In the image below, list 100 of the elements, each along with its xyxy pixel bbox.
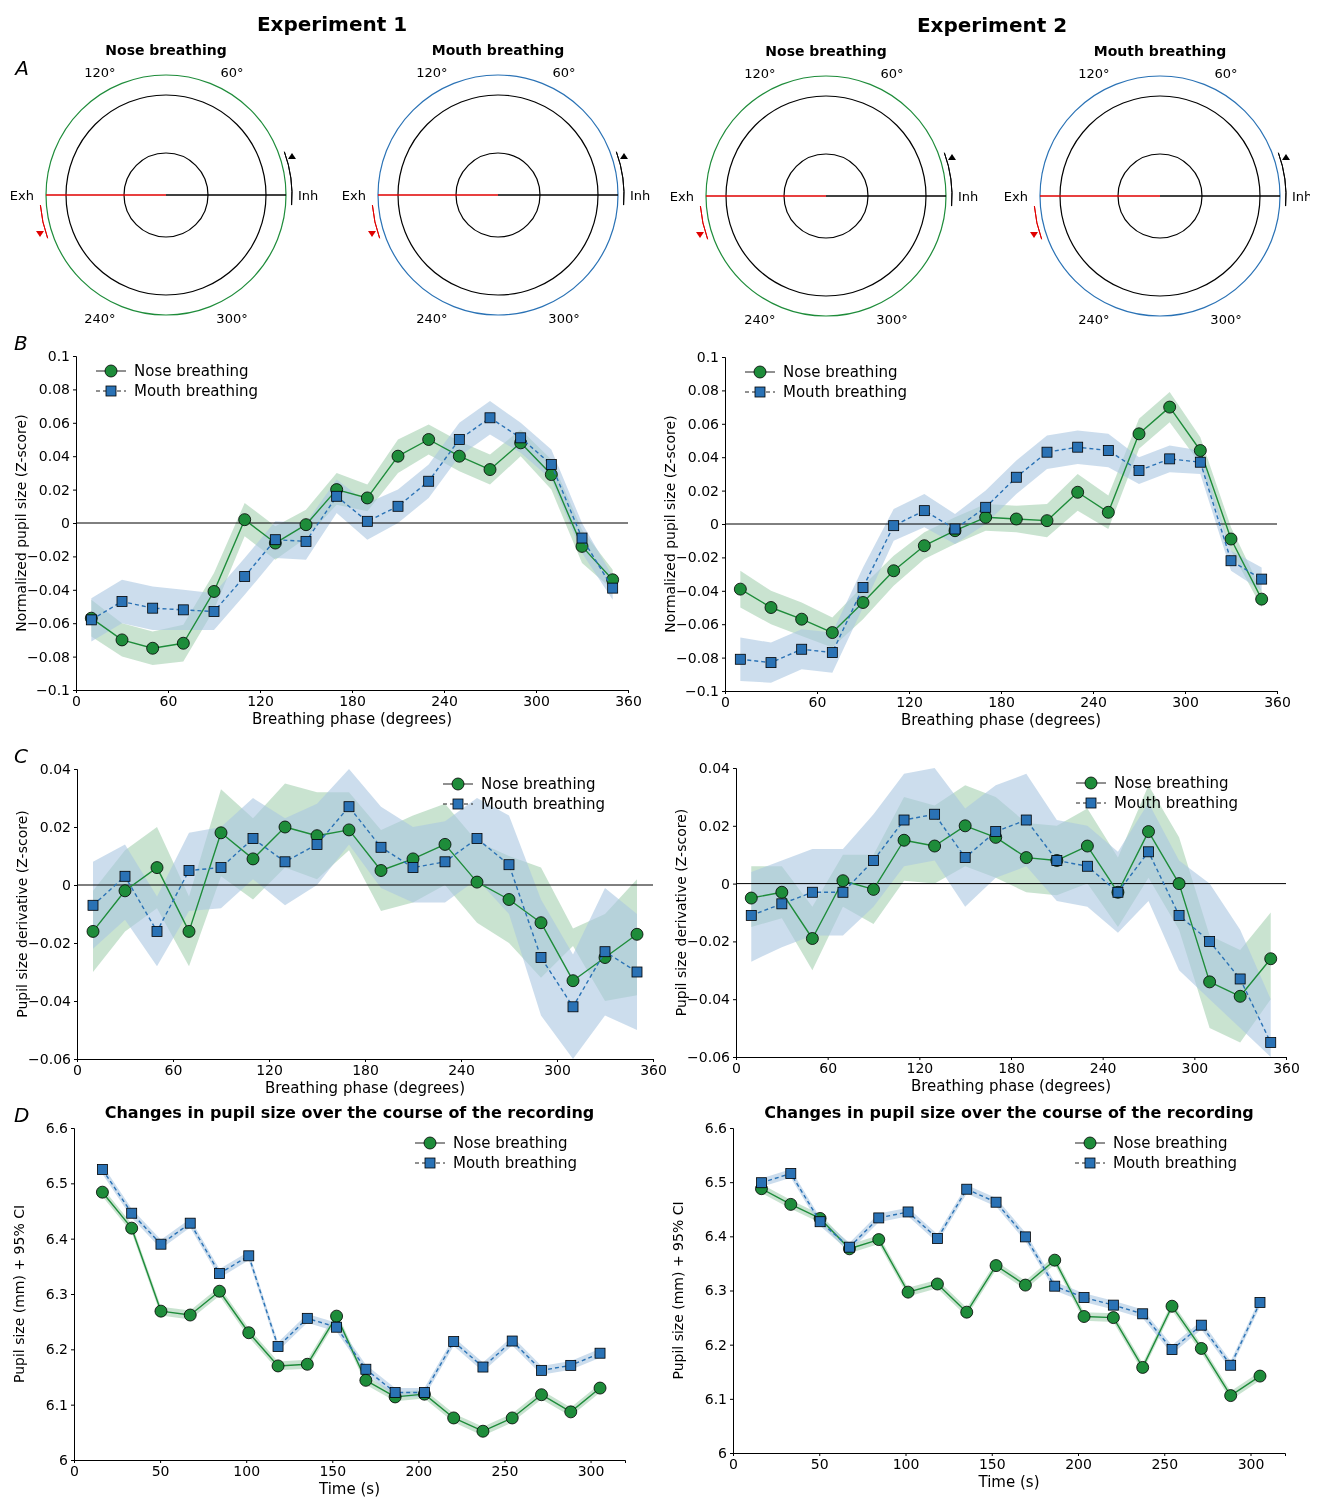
- text: Exh: [669, 189, 694, 204]
- x-axis-title: Breathing phase (degrees): [910, 1077, 1112, 1095]
- x-tick-label: 240: [448, 1061, 475, 1078]
- legend-label: Mouth breathing: [481, 795, 606, 813]
- y-tick-label: 0: [710, 515, 719, 532]
- x-tick-label: 200: [405, 1462, 433, 1479]
- y-tick-label: 0.06: [687, 415, 720, 432]
- y-tick-label: −0.08: [676, 649, 719, 666]
- legend-label: Mouth breathing: [1114, 794, 1239, 812]
- x-tick-label: 240: [1080, 693, 1107, 710]
- x-tick-label: 240: [1089, 1059, 1117, 1076]
- y-tick-label: −0.02: [28, 934, 71, 951]
- x-tick-label: 50: [810, 1455, 829, 1472]
- x-tick-label: 360: [615, 692, 642, 709]
- y-tick-label: 0.04: [687, 449, 720, 466]
- text: 60°: [552, 65, 576, 81]
- y-tick-label: 0: [721, 875, 730, 892]
- y-tick-label: 0.08: [687, 382, 719, 399]
- y-tick-label: 6.6: [45, 1119, 69, 1136]
- y-tick-label: 6.2: [45, 1341, 68, 1358]
- legend-label: Nose breathing: [481, 775, 596, 793]
- text: Exh: [341, 188, 366, 203]
- y-tick-label: 6: [718, 1444, 728, 1461]
- y-tick-label: 6.1: [45, 1396, 68, 1413]
- y-axis-title: Normalized pupil size (Z-score): [13, 414, 29, 632]
- y-tick-label: −0.04: [676, 582, 720, 599]
- legend-label: Nose breathing: [783, 363, 898, 381]
- y-tick-label: 0.04: [38, 448, 71, 465]
- x-axis-title: Breathing phase (degrees): [251, 710, 453, 728]
- legend-label: Mouth breathing: [1113, 1154, 1238, 1172]
- x-tick-label: 150: [319, 1462, 347, 1479]
- y-tick-label: 6: [59, 1451, 69, 1468]
- y-tick-label: −0.02: [676, 549, 719, 566]
- x-tick-label: 150: [978, 1455, 1006, 1472]
- legend-label: Nose breathing: [1113, 1134, 1228, 1152]
- y-tick-label: −0.04: [687, 991, 731, 1008]
- y-tick-label: 6.4: [45, 1230, 69, 1247]
- x-tick-label: 180: [988, 693, 1015, 710]
- y-tick-label: 0.1: [696, 348, 719, 365]
- text: Inh: [958, 189, 979, 204]
- y-tick-label: 6.5: [45, 1175, 68, 1192]
- x-tick-label: 360: [1264, 693, 1291, 710]
- x-tick-label: 300: [1172, 693, 1199, 710]
- y-axis-title: Pupil size (mm) + 95% CI: [670, 1201, 686, 1380]
- x-axis-title: Time (s): [318, 1480, 380, 1498]
- x-tick-label: 360: [640, 1061, 667, 1078]
- y-tick-label: −0.04: [27, 581, 71, 598]
- y-tick-label: −0.06: [687, 1048, 731, 1065]
- x-tick-label: 240: [431, 692, 458, 709]
- y-tick-label: −0.1: [685, 682, 719, 699]
- text: 120°: [416, 65, 448, 81]
- text: 300°: [216, 310, 248, 326]
- text: 120°: [84, 65, 116, 81]
- text: C: [14, 744, 28, 768]
- y-tick-label: −0.04: [28, 992, 72, 1009]
- text: 120°: [1078, 66, 1110, 82]
- x-tick-label: 300: [544, 1061, 571, 1078]
- text: Nose breathing: [105, 42, 227, 58]
- x-tick-label: 180: [339, 692, 366, 709]
- x-axis-title: Time (s): [977, 1473, 1040, 1491]
- x-tick-label: 300: [523, 692, 550, 709]
- x-tick-label: 300: [1237, 1455, 1265, 1472]
- text: Experiment 2: [916, 13, 1068, 37]
- x-tick-label: 360: [1273, 1059, 1300, 1076]
- text: Exh: [1003, 189, 1028, 204]
- text: Experiment 1: [256, 12, 408, 36]
- text: Nose breathing: [765, 43, 887, 59]
- text: 300°: [548, 310, 580, 326]
- y-tick-label: 0.1: [47, 347, 70, 364]
- legend-label: Nose breathing: [1114, 774, 1229, 792]
- x-tick-label: 50: [151, 1462, 170, 1479]
- text: B: [14, 331, 28, 355]
- text: Mouth breathing: [1093, 43, 1227, 59]
- y-tick-label: 0.08: [38, 381, 70, 398]
- y-tick-label: −0.06: [27, 615, 71, 632]
- y-axis-title: Normalized pupil size (Z-score): [662, 415, 678, 633]
- x-axis-title: Breathing phase (degrees): [900, 711, 1102, 729]
- text: 240°: [1078, 311, 1110, 327]
- y-tick-label: 6.3: [704, 1282, 727, 1299]
- y-tick-label: −0.02: [687, 933, 730, 950]
- y-tick-label: 0: [62, 876, 71, 893]
- text: 300°: [876, 311, 908, 327]
- x-tick-label: 200: [1065, 1455, 1092, 1472]
- x-tick-label: 300: [1181, 1059, 1209, 1076]
- y-tick-label: 6.5: [704, 1174, 727, 1191]
- x-tick-label: 60: [808, 693, 827, 710]
- y-tick-label: 0.06: [38, 414, 71, 431]
- chart-title: Changes in pupil size over the course of the recording: [104, 1103, 595, 1122]
- y-tick-label: 0.04: [698, 759, 731, 776]
- x-tick-label: 180: [998, 1059, 1025, 1076]
- y-axis-title: Pupil size derivative (Z-score): [673, 808, 689, 1017]
- x-tick-label: 60: [159, 692, 178, 709]
- x-tick-label: 120: [906, 1059, 934, 1076]
- text: 300°: [1210, 311, 1242, 327]
- x-tick-label: 120: [256, 1061, 283, 1078]
- text: A: [13, 56, 29, 80]
- y-tick-label: 6.3: [45, 1285, 68, 1302]
- y-tick-label: −0.06: [676, 616, 720, 633]
- y-tick-label: 0.02: [698, 817, 730, 834]
- y-tick-label: 0.02: [687, 482, 719, 499]
